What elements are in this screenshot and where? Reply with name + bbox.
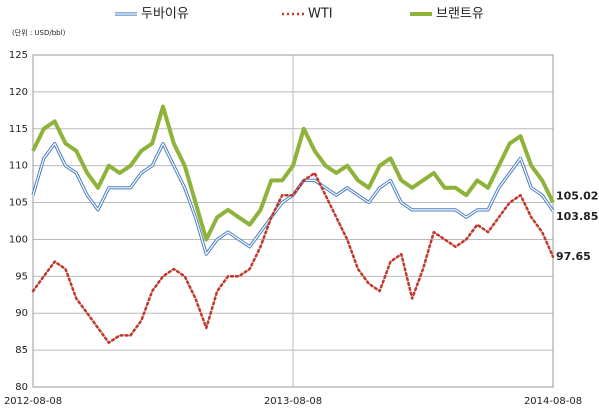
y-tick-label: 110	[9, 161, 28, 172]
legend-label: WTI	[308, 7, 333, 22]
legend-label: 두바이유	[141, 7, 189, 22]
end-value-label: 103.85	[556, 210, 598, 223]
unit-label: (단위 : USD/bbl)	[12, 28, 66, 37]
y-tick-label: 100	[9, 234, 28, 245]
end-value-label: 97.65	[556, 250, 591, 263]
y-tick-label: 90	[15, 308, 28, 319]
x-tick-label: 2013-08-08	[264, 396, 322, 407]
x-tick-label: 2014-08-08	[524, 396, 582, 407]
legend-label: 브랜트유	[436, 7, 484, 22]
plot-frame	[32, 54, 554, 388]
y-tick-label: 95	[15, 271, 28, 282]
y-tick-label: 125	[9, 50, 28, 61]
y-tick-label: 85	[15, 345, 28, 356]
x-tick-label: 2012-08-08	[4, 396, 62, 407]
y-tick-label: 115	[9, 124, 28, 135]
series-line	[31, 171, 555, 344]
y-tick-label: 120	[9, 87, 28, 98]
y-tick-label: 80	[15, 382, 28, 393]
end-value-label: 105.02	[556, 189, 598, 202]
series-line	[31, 104, 555, 242]
y-tick-label: 105	[9, 198, 28, 209]
